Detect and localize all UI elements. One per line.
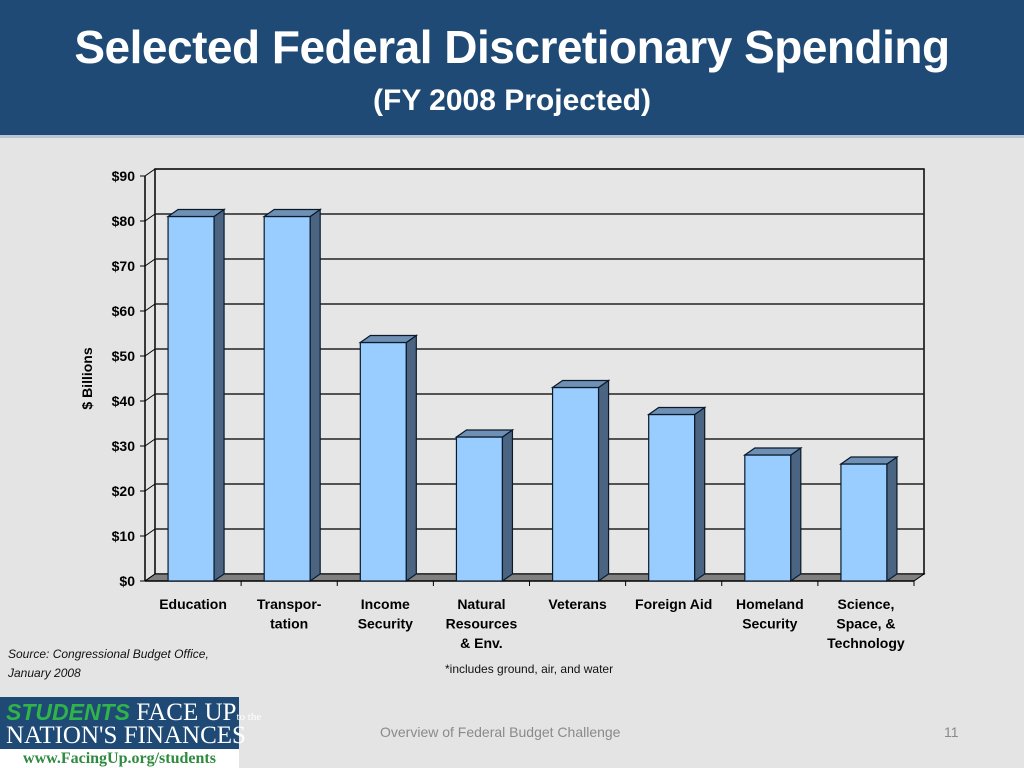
bar-front xyxy=(263,215,311,582)
gridline-depth xyxy=(144,573,156,582)
bar-top xyxy=(742,447,803,456)
bar-front xyxy=(840,463,888,582)
slide-header: Selected Federal Discretionary Spending … xyxy=(0,0,1024,138)
bar-top xyxy=(839,456,899,465)
y-tick-label: $90 xyxy=(112,168,136,184)
y-axis-label: $ Billions xyxy=(79,347,95,409)
bar-side xyxy=(405,334,417,583)
bar-side xyxy=(597,379,610,583)
source-note: Source: Congressional Budget Office, Jan… xyxy=(8,645,209,683)
x-tick-label: Technology xyxy=(827,635,905,651)
gridline-depth xyxy=(144,528,156,537)
x-tick-label: Natural xyxy=(457,596,505,612)
y-tick-label: $10 xyxy=(112,528,136,544)
x-tick-label: Foreign Aid xyxy=(635,596,712,612)
bar-front xyxy=(744,454,792,582)
students-face-up-logo: STUDENTS FACE UPto the NATION'S FINANCES… xyxy=(0,697,261,768)
x-tick-label: Income xyxy=(361,596,410,612)
logo-face-up: FACE UP xyxy=(129,699,237,726)
y-tick-label: $70 xyxy=(112,258,136,274)
y-tick-label: $50 xyxy=(112,348,136,364)
y-tick-label: $40 xyxy=(112,393,136,409)
x-tick-label: Veterans xyxy=(548,596,607,612)
bar-top xyxy=(454,429,515,438)
bar-side xyxy=(213,208,225,583)
gridline-depth xyxy=(144,303,156,312)
gridline-depth xyxy=(144,348,156,357)
bar-top xyxy=(358,334,419,344)
bar-front xyxy=(359,341,407,582)
x-tick-label: Security xyxy=(742,616,797,632)
logo-line-1: STUDENTS FACE UPto the xyxy=(6,699,261,727)
y-tick-label: $60 xyxy=(112,303,136,319)
bar-front xyxy=(167,215,215,582)
logo-to-the: to the xyxy=(236,711,262,723)
bar-side xyxy=(790,446,802,583)
x-tick-label: Resources xyxy=(446,616,518,632)
bar-side xyxy=(886,455,898,583)
bar-top xyxy=(646,406,707,416)
x-tick-label: Education xyxy=(159,596,227,612)
bar-front xyxy=(455,436,504,582)
page-number: 11 xyxy=(944,724,959,740)
x-tick-label: Security xyxy=(358,616,413,632)
chart-floor xyxy=(143,573,926,582)
source-line-2: January 2008 xyxy=(8,666,81,680)
slide-title: Selected Federal Discretionary Spending xyxy=(74,21,950,73)
bar-side xyxy=(309,208,321,583)
x-tick-label: Transpor- xyxy=(257,596,322,612)
y-tick-label: $0 xyxy=(119,573,135,589)
bar-top xyxy=(262,208,323,218)
x-tick-label: tation xyxy=(270,616,308,632)
gridline-depth xyxy=(144,438,156,447)
gridline-depth xyxy=(144,393,156,402)
y-tick-label: $30 xyxy=(112,438,136,454)
slide-subtitle: (FY 2008 Projected) xyxy=(373,84,651,117)
gridline-depth xyxy=(144,213,156,222)
x-tick-label: & Env. xyxy=(460,635,503,651)
bar-side xyxy=(501,428,514,583)
footer-text: Overview of Federal Budget Challenge xyxy=(380,724,621,740)
x-tick-label: Space, & xyxy=(836,616,895,632)
y-tick-label: $80 xyxy=(112,213,136,229)
source-line-1: Source: Congressional Budget Office, xyxy=(8,647,209,661)
bar-front xyxy=(648,413,696,582)
gridline-depth xyxy=(144,483,156,492)
bar-chart: $0 $10 $20 $30 $40 $50 $60 $70 $80 $90 $ Billions E… xyxy=(79,168,926,651)
logo-line-2: NATION'S FINANCES xyxy=(6,722,246,749)
bar-top xyxy=(166,208,226,218)
bar-side xyxy=(694,406,706,583)
logo-students: STUDENTS xyxy=(6,699,130,725)
gridline-depth xyxy=(144,168,156,177)
logo-url: www.FacingUp.org/students xyxy=(0,749,239,768)
x-tick-label: Science, xyxy=(838,596,895,612)
gridline-depth xyxy=(144,258,156,267)
logo-banner: STUDENTS FACE UPto the NATION'S FINANCES xyxy=(0,697,261,749)
footnote: *includes ground, air, and water xyxy=(445,662,614,676)
bar-front xyxy=(551,386,600,582)
x-tick-label: Homeland xyxy=(736,596,804,612)
bar-top xyxy=(550,379,611,389)
y-tick-label: $20 xyxy=(112,483,136,499)
